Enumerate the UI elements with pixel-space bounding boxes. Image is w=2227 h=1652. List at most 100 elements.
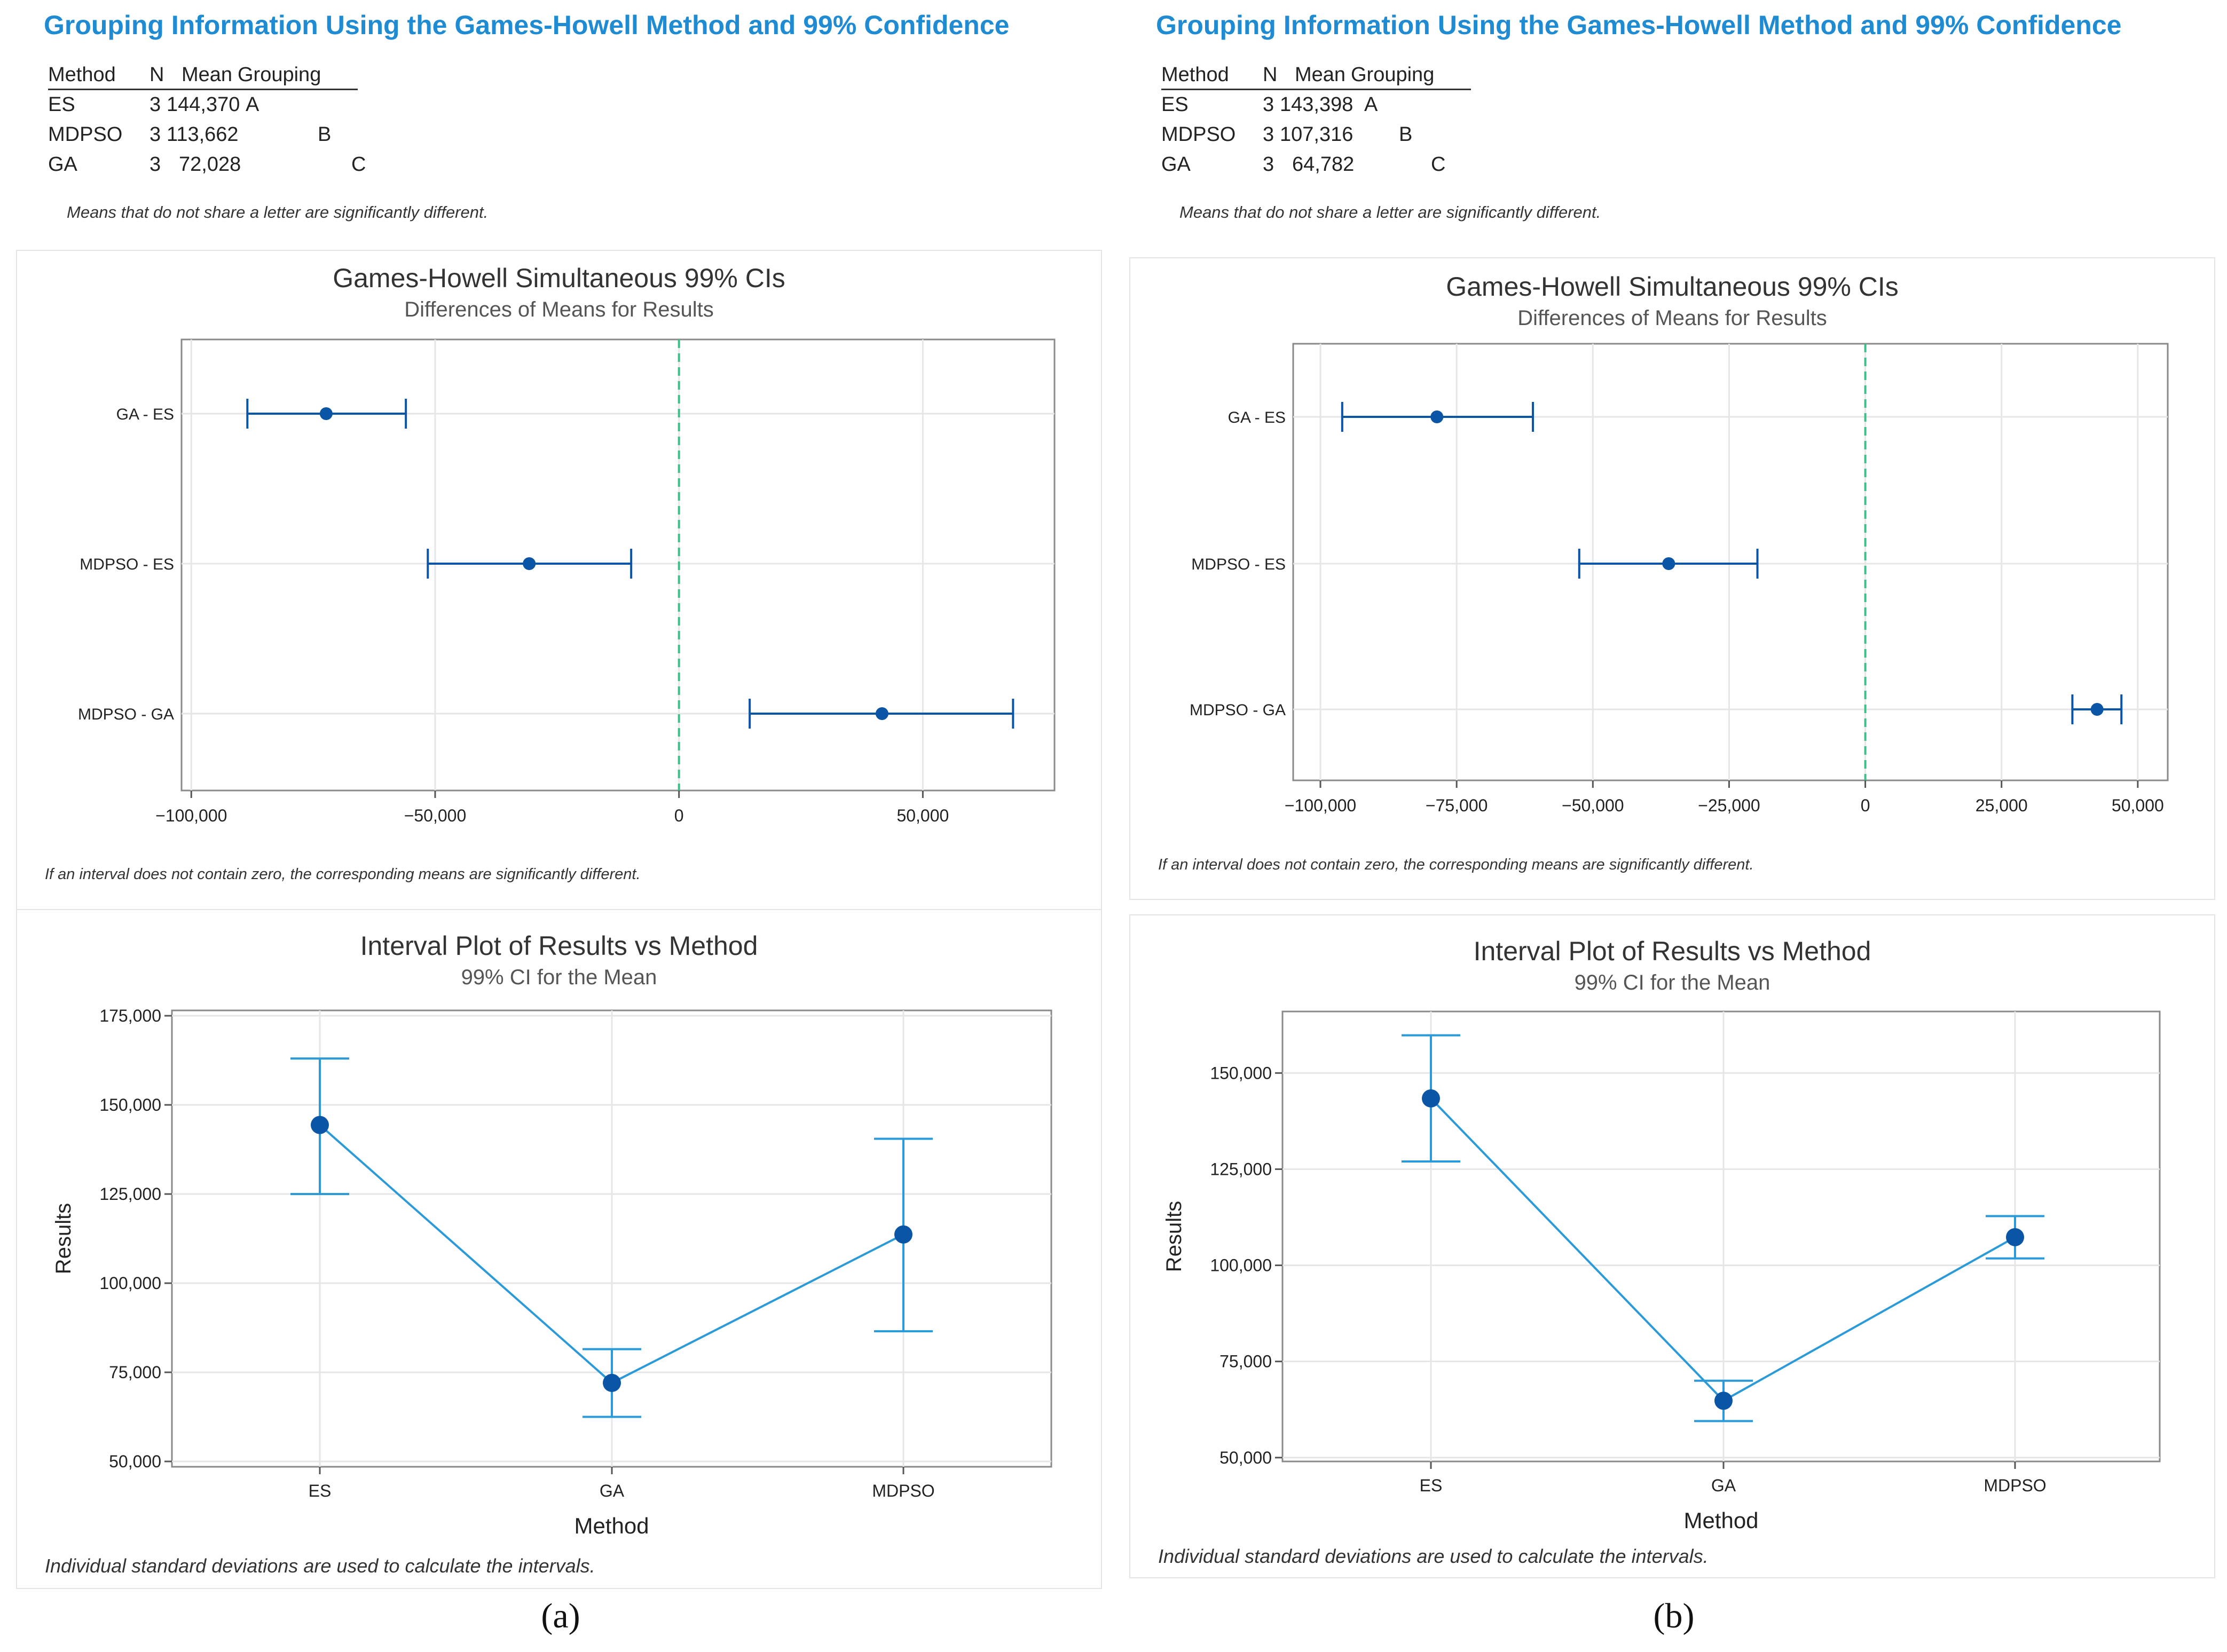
row-method: MDPSO <box>1161 123 1236 146</box>
y-axis-label: Results <box>1162 1201 1186 1272</box>
interval-chart-subtitle: 99% CI for the Mean <box>1574 971 1770 994</box>
header-underline <box>1161 89 1471 90</box>
ci-chart-panel: Games-Howell Simultaneous 99% CIs Differ… <box>16 250 1102 911</box>
x-axis-label: Method <box>1683 1508 1758 1533</box>
interval-chart-panel: Interval Plot of Results vs Method 99% C… <box>16 909 1102 1589</box>
mean-point <box>1422 1089 1440 1108</box>
x-tick-label: −100,000 <box>155 806 227 825</box>
x-category-label: GA <box>1711 1476 1736 1495</box>
x-tick-label: −50,000 <box>1562 796 1624 815</box>
row-n: 3 <box>149 153 161 176</box>
row-method: GA <box>48 153 77 176</box>
row-method: ES <box>48 93 75 116</box>
row-group: C <box>1431 153 1446 176</box>
ci-estimate-point <box>1430 410 1444 423</box>
y-tick-label: 125,000 <box>99 1184 161 1204</box>
header-grouping: Grouping <box>238 64 321 86</box>
interval-chart-subtitle: 99% CI for the Mean <box>461 966 657 989</box>
row-method: GA <box>1161 153 1191 176</box>
x-axis-label: Method <box>574 1513 649 1538</box>
interval-chart-svg: 50,000 75,000 100,000 125,000 150,000 ES GA MDP… <box>1162 1010 2161 1533</box>
y-tick-label: 50,000 <box>1219 1448 1272 1467</box>
y-tick-label: 75,000 <box>1219 1352 1272 1371</box>
header-underline <box>48 89 358 90</box>
x-tick-label: 50,000 <box>2112 796 2164 815</box>
panel-b: Grouping Information Using the Games-How… <box>1129 0 2218 1652</box>
x-category-label: ES <box>309 1481 332 1500</box>
y-tick-label: 150,000 <box>99 1095 161 1114</box>
interval-chart-title: Interval Plot of Results vs Method <box>360 931 758 961</box>
row-group: B <box>318 123 332 146</box>
header-n: N <box>1263 64 1278 86</box>
ci-chart-svg: −100,000 −75,000 −50,000 −25,000 0 25,000 50,0… <box>1190 343 2169 815</box>
y-tick-label: 175,000 <box>99 1006 161 1025</box>
ci-estimate-point <box>319 407 333 420</box>
ci-estimate-point <box>2090 703 2104 716</box>
row-mean: 72,028 <box>179 153 241 176</box>
ci-estimate-point <box>1662 557 1675 570</box>
row-n: 3 <box>149 123 161 146</box>
plot-frame <box>1292 343 2169 781</box>
mean-point <box>603 1373 621 1392</box>
ci-estimate-point <box>523 557 536 570</box>
row-mean: 107,316 <box>1280 123 1353 146</box>
ci-chart-subtitle: Differences of Means for Results <box>1517 306 1827 330</box>
y-tick-label: 50,000 <box>109 1452 161 1471</box>
header-n: N <box>149 64 164 86</box>
ci-estimate-point <box>875 707 888 720</box>
mean-point <box>1714 1392 1733 1410</box>
row-mean: 144,370 <box>167 93 240 116</box>
mean-point <box>311 1116 329 1134</box>
x-category-label: MDPSO <box>1984 1476 2046 1495</box>
header-mean: Mean <box>1295 64 1346 86</box>
x-tick-label: −100,000 <box>1285 796 1356 815</box>
y-axis-label: Results <box>52 1203 75 1274</box>
header-method: Method <box>1161 64 1229 86</box>
row-group: C <box>351 153 366 176</box>
header-mean: Mean <box>182 64 233 86</box>
ci-chart-footnote: If an interval does not contain zero, th… <box>1158 856 1754 873</box>
row-mean: 113,662 <box>167 123 239 146</box>
header-grouping: Grouping <box>1351 64 1435 86</box>
ci-chart-subtitle: Differences of Means for Results <box>404 298 714 321</box>
x-tick-label: 50,000 <box>896 806 949 825</box>
grouping-title: Grouping Information Using the Games-How… <box>1156 10 2122 40</box>
mean-point <box>2006 1228 2024 1246</box>
row-n: 3 <box>149 93 161 116</box>
row-method: MDPSO <box>48 123 123 146</box>
grouping-title: Grouping Information Using the Games-How… <box>44 10 1010 40</box>
y-tick-label: 125,000 <box>1210 1159 1272 1179</box>
grouping-note: Means that do not share a letter are sig… <box>1179 203 1601 222</box>
ci-chart-svg: −100,000 −50,000 0 50,000 GA - ES MDPSO - ES M… <box>78 338 1056 825</box>
row-group: B <box>1399 123 1413 146</box>
x-category-label: MDPSO <box>872 1481 934 1500</box>
panel-caption: (a) <box>541 1596 580 1635</box>
ci-chart-panel: Games-Howell Simultaneous 99% CIs Differ… <box>1129 257 2215 900</box>
row-n: 3 <box>1263 153 1274 176</box>
row-group: A <box>1364 93 1378 116</box>
x-tick-label: 0 <box>1861 796 1870 815</box>
x-tick-label: −25,000 <box>1698 796 1760 815</box>
x-tick-label: −75,000 <box>1426 796 1488 815</box>
header-method: Method <box>48 64 116 86</box>
row-mean: 143,398 <box>1280 93 1353 116</box>
interval-chart-footnote: Individual standard deviations are used … <box>45 1555 595 1577</box>
y-tick-label: 150,000 <box>1210 1063 1272 1082</box>
x-category-label: GA <box>600 1481 625 1500</box>
ci-chart-footnote: If an interval does not contain zero, th… <box>45 866 641 883</box>
panel-caption: (b) <box>1653 1596 1695 1635</box>
y-category-label: MDPSO - GA <box>78 706 174 723</box>
row-mean: 64,782 <box>1292 153 1355 176</box>
ci-chart-title: Games-Howell Simultaneous 99% CIs <box>1446 272 1899 302</box>
row-n: 3 <box>1263 93 1274 116</box>
x-tick-label: −50,000 <box>404 806 467 825</box>
panel-a: Grouping Information Using the Games-How… <box>16 0 1105 1652</box>
x-tick-label: 0 <box>674 806 684 825</box>
row-n: 3 <box>1263 123 1274 146</box>
mean-point <box>894 1225 912 1244</box>
y-category-label: GA - ES <box>116 406 174 423</box>
row-method: ES <box>1161 93 1189 116</box>
y-tick-label: 75,000 <box>109 1363 161 1382</box>
x-category-label: ES <box>1420 1476 1443 1495</box>
y-tick-label: 100,000 <box>99 1274 161 1293</box>
